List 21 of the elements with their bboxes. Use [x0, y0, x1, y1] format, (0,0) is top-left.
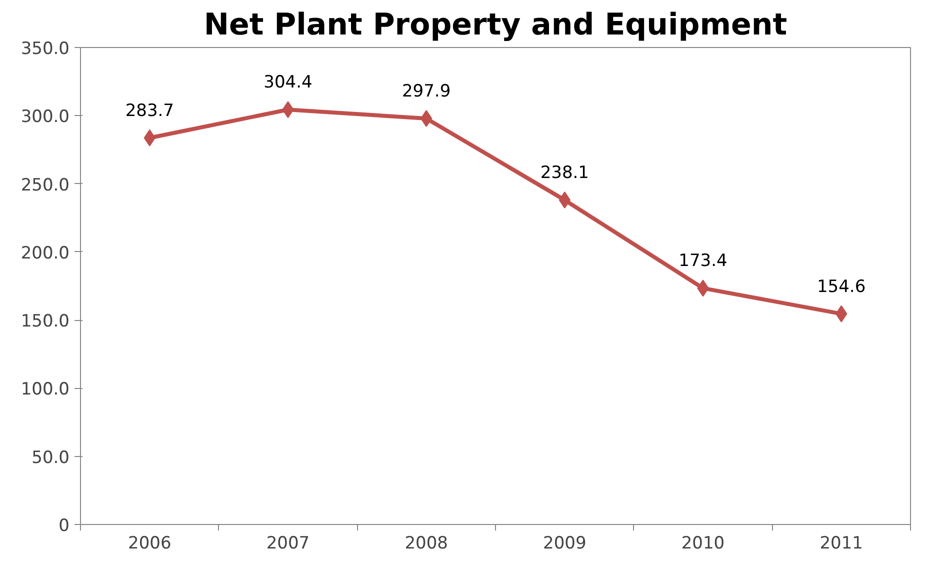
- chart-title: Net Plant Property and Equipment: [204, 8, 788, 42]
- x-tick-label: 2009: [543, 534, 586, 554]
- y-tick-label: 0: [58, 516, 70, 536]
- data-label: 173.4: [678, 251, 728, 272]
- y-tick-label: 300.0: [20, 107, 70, 128]
- y-tick-label: 250.0: [20, 175, 70, 196]
- data-label: 297.9: [402, 82, 451, 102]
- y-tick-label: 200.0: [20, 243, 70, 264]
- x-tick-label: 2006: [128, 534, 172, 554]
- x-tick-label: 2011: [820, 534, 863, 554]
- y-tick-label: 50.0: [32, 448, 70, 468]
- x-tick-label: 2010: [681, 534, 725, 554]
- y-tick-label: 350.0: [20, 39, 70, 59]
- x-tick-label: 2008: [404, 534, 448, 554]
- data-label: 304.4: [264, 72, 312, 93]
- data-label: 154.6: [817, 276, 866, 297]
- y-tick-label: 150.0: [20, 312, 70, 332]
- data-label: 238.1: [540, 163, 590, 184]
- x-tick-label: 2007: [266, 534, 310, 554]
- data-label: 283.7: [125, 100, 174, 121]
- y-tick-label: 100.0: [20, 380, 70, 400]
